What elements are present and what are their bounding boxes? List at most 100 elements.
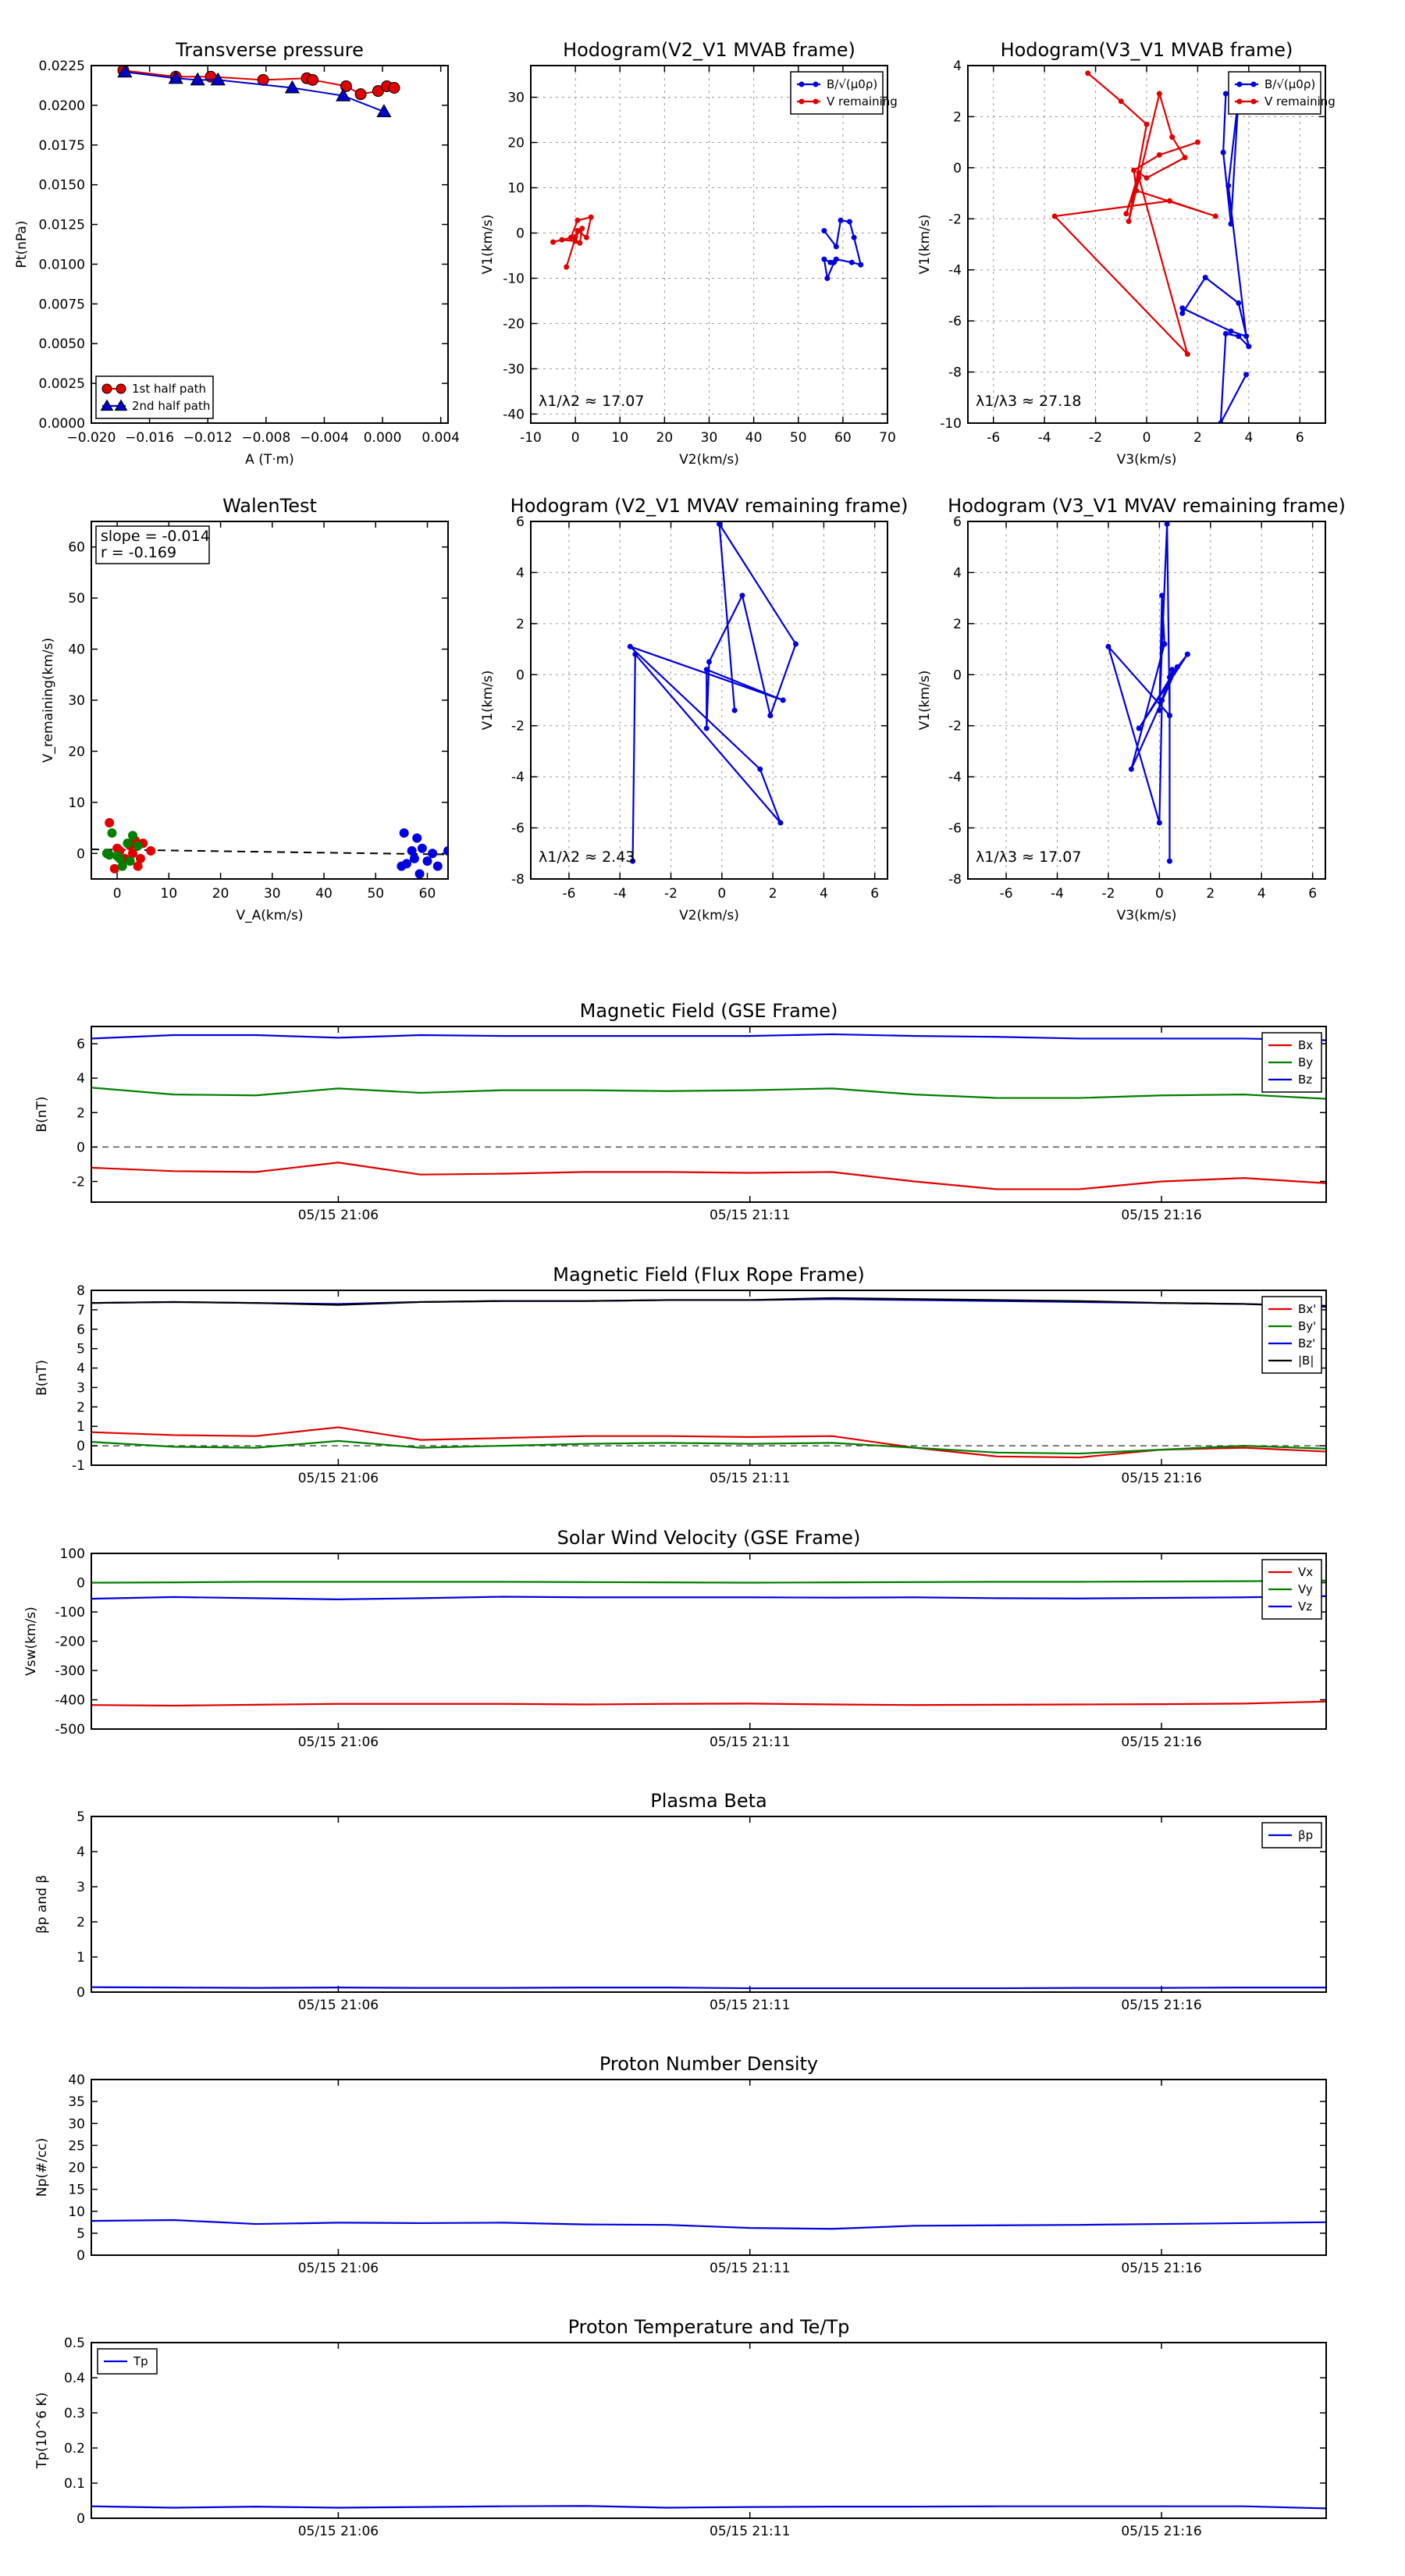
y-tick-label: 0.0150: [39, 178, 85, 194]
x-axis-label: V2(km/s): [679, 908, 739, 923]
data-point: [417, 843, 427, 853]
y-tick-label: 1: [76, 1950, 85, 1966]
x-tick-label: 6: [870, 886, 879, 902]
y-tick-label: 4: [76, 1361, 85, 1377]
x-tick-label: -6: [987, 430, 1000, 446]
eigenvalue-ratio: λ1/λ3 ≈ 27.18: [976, 393, 1081, 410]
plot-area: [91, 1579, 1326, 1707]
data-point: [105, 850, 115, 860]
data-point: [579, 226, 585, 232]
chart-panel-9: Solar Wind Velocity (GSE Frame) -500 -400 -…: [23, 1527, 1327, 1750]
y-tick-label: 20: [68, 744, 85, 760]
data-point: [1133, 187, 1140, 194]
y-tick-label: -4: [948, 770, 962, 785]
series-line: [91, 2505, 1326, 2510]
x-tick-label: 05/15 21:06: [298, 1208, 379, 1223]
x-axis-label: A (T·m): [245, 452, 294, 468]
y-tick-label: 0.0200: [39, 98, 85, 114]
y-tick-label: 15: [68, 2183, 85, 2198]
series-line: [91, 1595, 1326, 1600]
series-line: [91, 1426, 1326, 1459]
series-line: [91, 2218, 1326, 2230]
data-point: [407, 846, 417, 856]
y-tick-label: -200: [55, 1635, 85, 1650]
data-point: [559, 237, 565, 243]
x-tick-label: 0.004: [422, 430, 460, 446]
data-point: [284, 80, 301, 94]
data-point: [572, 233, 578, 240]
data-point: [117, 66, 133, 78]
data-point: [821, 256, 827, 262]
y-tick-label: 1: [76, 1419, 85, 1435]
data-point: [1222, 331, 1229, 336]
series-line: [553, 215, 592, 268]
legend: Vx Vy Vz: [1261, 1559, 1322, 1620]
data-point: [813, 98, 819, 105]
data-point: [550, 239, 557, 245]
legend: 1st half path 2nd half path: [95, 375, 214, 419]
plot-frame: [91, 1290, 1327, 1466]
data-point: [1246, 343, 1252, 350]
data-point: [109, 863, 119, 873]
data-point: [703, 725, 710, 731]
x-tick-label: 20: [656, 430, 674, 446]
data-point: [1126, 219, 1132, 225]
x-tick-label: -2: [1089, 430, 1102, 446]
data-point: [1250, 81, 1257, 87]
data-point: [1136, 175, 1142, 181]
data-point: [1174, 664, 1180, 670]
data-point: [1105, 643, 1112, 649]
series-line: [91, 1986, 1326, 1990]
data-point: [1228, 221, 1234, 227]
y-axis-label: B(nT): [34, 1360, 50, 1396]
y-tick-label: -8: [948, 872, 962, 888]
legend-label: 1st half path: [132, 382, 206, 396]
y-tick-label: 6: [76, 1037, 85, 1052]
y-axis-label: B(nT): [34, 1096, 50, 1132]
data-point: [851, 234, 857, 240]
y-tick-label: 3: [76, 1880, 85, 1895]
data-point: [1243, 372, 1250, 378]
legend-label: By': [1298, 1319, 1316, 1333]
x-tick-label: -2: [1101, 886, 1115, 902]
plot-area: [91, 2505, 1326, 2510]
x-tick-label: -6: [562, 886, 575, 902]
y-axis-label: Np(#/cc): [34, 2138, 50, 2197]
data-point: [1236, 300, 1242, 306]
y-tick-label: 0: [516, 667, 525, 683]
eigenvalue-ratio: λ1/λ3 ≈ 17.07: [976, 849, 1081, 866]
y-axis-label: Vsw(km/s): [23, 1606, 39, 1676]
x-tick-label: 6: [1308, 886, 1317, 902]
y-tick-label: -500: [55, 1722, 85, 1738]
data-point: [422, 856, 432, 866]
x-tick-label: 05/15 21:11: [710, 1735, 790, 1750]
data-point: [1222, 91, 1229, 97]
data-point: [1194, 139, 1200, 145]
x-tick-label: 10: [161, 886, 178, 902]
data-point: [1169, 667, 1176, 673]
y-tick-label: 10: [68, 2204, 85, 2220]
y-tick-label: -2: [948, 719, 962, 735]
y-tick-label: -4: [948, 263, 962, 279]
y-axis-label: V1(km/s): [917, 671, 933, 731]
data-point: [1166, 713, 1172, 719]
data-point: [1144, 121, 1150, 127]
y-tick-label: 2: [953, 617, 962, 632]
plot-area: [91, 1986, 1326, 1990]
y-tick-label: -2: [72, 1175, 85, 1190]
y-tick-label: 7: [76, 1303, 85, 1318]
data-point: [1156, 152, 1162, 158]
data-point: [848, 259, 855, 265]
y-tick-label: 0: [76, 1576, 85, 1592]
chart-panel-10: Plasma Beta 0 1 2 3 4 5 05/15 21:06 05/15 21:11 0…: [34, 1790, 1327, 2013]
y-tick-label: -300: [55, 1663, 85, 1679]
x-tick-label: 05/15 21:11: [710, 2261, 790, 2276]
x-tick-label: 40: [745, 430, 763, 446]
legend-label: Bx: [1298, 1038, 1313, 1052]
y-tick-label: 0.2: [64, 2441, 85, 2457]
y-tick-label: 0: [76, 2511, 85, 2527]
data-point: [1156, 91, 1162, 97]
x-tick-label: −0.020: [67, 430, 116, 446]
data-point: [125, 856, 135, 866]
